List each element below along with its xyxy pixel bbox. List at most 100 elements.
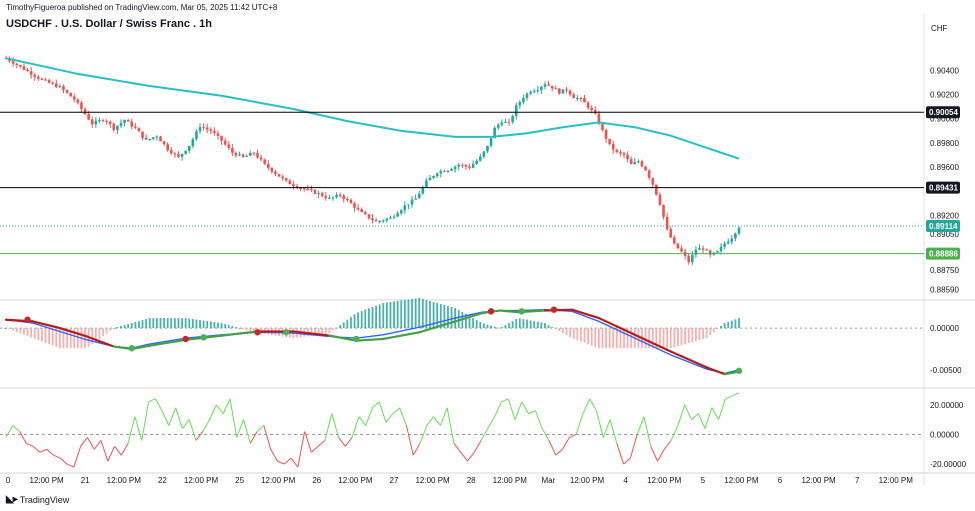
oscillator-pane <box>0 392 924 468</box>
osc-line-segment <box>182 419 190 429</box>
x-tick-label: 12:00 PM <box>338 476 373 485</box>
macd-histogram-bar <box>378 304 381 329</box>
candle-body <box>586 102 590 108</box>
candle-body <box>374 220 378 222</box>
candle <box>478 153 482 162</box>
candle-body <box>651 177 655 185</box>
candle <box>55 79 58 89</box>
brand-label: TradingView <box>19 494 70 505</box>
candle-body <box>15 63 19 65</box>
macd-histogram-bar <box>529 320 532 329</box>
macd-histogram-bar <box>134 322 137 329</box>
macd-histogram-bar <box>659 328 661 349</box>
candle <box>665 212 669 231</box>
candle <box>716 250 719 254</box>
macd-histogram-bar <box>490 325 492 329</box>
candle-body <box>676 243 680 249</box>
osc-line-segment <box>541 428 550 441</box>
macd-cross-marker <box>487 308 495 315</box>
candle <box>198 123 202 135</box>
candle-body <box>432 176 435 178</box>
macd-histogram-bar <box>687 328 690 344</box>
candle <box>730 235 734 245</box>
macd-signal-segment <box>382 331 421 341</box>
macd-signal-segment <box>669 350 708 369</box>
candle-body <box>72 96 76 100</box>
candle <box>205 123 209 134</box>
macd-histogram-bar <box>414 298 417 329</box>
macd-histogram-bar <box>231 326 234 329</box>
macd-histogram-bar <box>84 328 86 349</box>
macd-histogram-bar <box>227 325 230 329</box>
macd-histogram-bar <box>188 318 191 329</box>
candle-body <box>547 84 550 86</box>
candle-body <box>453 166 457 170</box>
candle-body <box>622 153 626 155</box>
candle <box>324 192 328 201</box>
osc-line-segment <box>670 425 679 441</box>
x-tick-label: 12:00 PM <box>107 476 142 485</box>
osc-line-segment <box>575 413 584 435</box>
macd-histogram-bar <box>619 328 622 349</box>
macd-histogram-bar <box>184 318 187 329</box>
osc-line-segment <box>188 419 197 441</box>
macd-histogram-bar <box>253 328 255 333</box>
osc-line-segment <box>12 425 20 432</box>
brand[interactable]: ◣▸ TradingView <box>6 494 69 505</box>
osc-line-segment <box>453 443 462 453</box>
macd-histogram-bar <box>526 319 528 329</box>
candle-body <box>389 217 392 219</box>
candle-body <box>504 121 507 123</box>
macd-histogram-bar <box>152 318 155 329</box>
macd-cross-marker <box>182 335 189 343</box>
candle-body <box>583 97 586 103</box>
macd-histogram-bar <box>691 328 694 343</box>
candle <box>611 140 615 154</box>
osc-line-segment <box>256 425 265 432</box>
candle-body <box>439 171 443 174</box>
candle-body <box>284 178 288 181</box>
osc-line-segment <box>290 457 299 468</box>
candle-body <box>536 89 540 91</box>
macd-histogram-bar <box>346 319 349 329</box>
candle <box>364 210 367 216</box>
candle-body <box>507 121 511 123</box>
candle-body <box>532 90 536 93</box>
osc-line-segment <box>304 431 312 453</box>
macd-histogram-bar <box>518 318 521 329</box>
macd-histogram-bar <box>69 328 72 349</box>
candle-body <box>119 122 123 126</box>
osc-line-segment <box>467 451 475 462</box>
candle <box>500 119 504 127</box>
x-tick-label: 21 <box>81 476 90 485</box>
candle <box>101 118 105 123</box>
candle-body <box>403 205 407 211</box>
macd-histogram-bar <box>709 328 712 336</box>
candle <box>202 123 205 131</box>
osc-line-segment <box>351 416 360 438</box>
candle <box>231 144 234 156</box>
osc-line-segment <box>725 395 733 400</box>
candle <box>123 119 126 127</box>
candle-body <box>475 160 479 165</box>
macd-histogram-bar <box>76 328 79 349</box>
macd-histogram-bar <box>601 328 604 349</box>
candle <box>579 96 583 102</box>
candle-body <box>629 159 633 165</box>
osc-line-segment <box>473 440 482 453</box>
candle <box>33 72 37 81</box>
candle <box>90 116 94 128</box>
candle-body <box>22 66 26 70</box>
candle <box>137 127 141 132</box>
macd-signal-segment <box>418 320 457 334</box>
candle-body <box>231 147 234 153</box>
candle-body <box>101 120 105 122</box>
candle-body <box>611 144 615 150</box>
candle <box>295 183 299 190</box>
osc-line-segment <box>107 446 116 462</box>
macd-histogram-bar <box>148 318 151 329</box>
osc-line-segment <box>270 449 278 462</box>
macd-signal-segment <box>355 337 385 342</box>
x-tick-label: 28 <box>467 476 476 485</box>
